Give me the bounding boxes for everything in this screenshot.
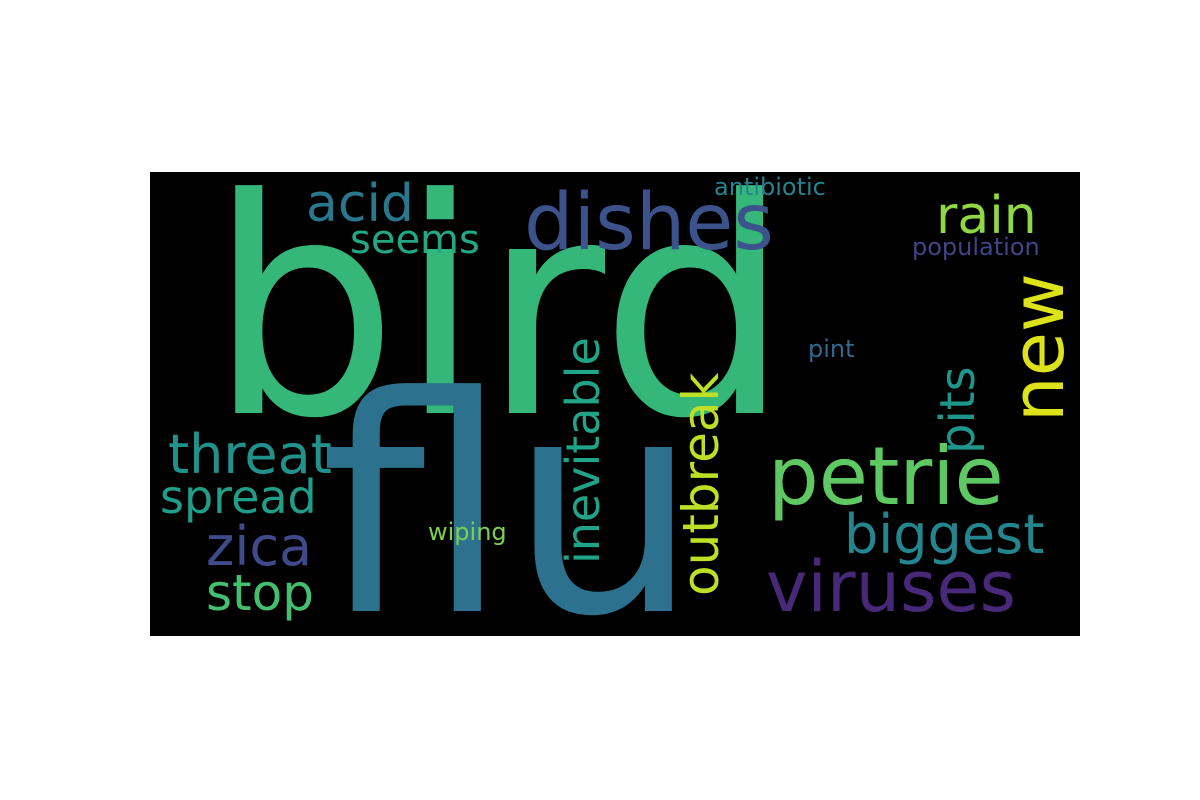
word-seems: seems	[350, 217, 480, 263]
word-population: population	[912, 233, 1040, 261]
word-petrie: petrie	[768, 430, 1004, 523]
word-rain: rain	[936, 186, 1037, 246]
word-dishes: dishes	[524, 178, 774, 268]
word-viruses: viruses	[766, 546, 1017, 628]
word-pits: pits	[930, 366, 986, 454]
word-bird: bird	[208, 172, 791, 484]
word-flu: flu	[320, 333, 700, 637]
word-stop: stop	[206, 564, 314, 622]
word-acid: acid	[306, 174, 414, 234]
word-threat: threat	[168, 423, 332, 486]
word-spread: spread	[160, 470, 317, 524]
word-antibiotic: antibiotic	[714, 173, 826, 201]
word-biggest: biggest	[844, 503, 1045, 566]
word-inevitable: inevitable	[556, 337, 610, 564]
word-new: new	[996, 273, 1080, 422]
word-zica: zica	[206, 515, 313, 578]
word-cloud: bird flu dishes petrie viruses new acid …	[150, 172, 1080, 636]
word-pint: pint	[808, 335, 855, 363]
word-outbreak: outbreak	[672, 372, 730, 596]
word-wiping: wiping	[428, 518, 507, 546]
